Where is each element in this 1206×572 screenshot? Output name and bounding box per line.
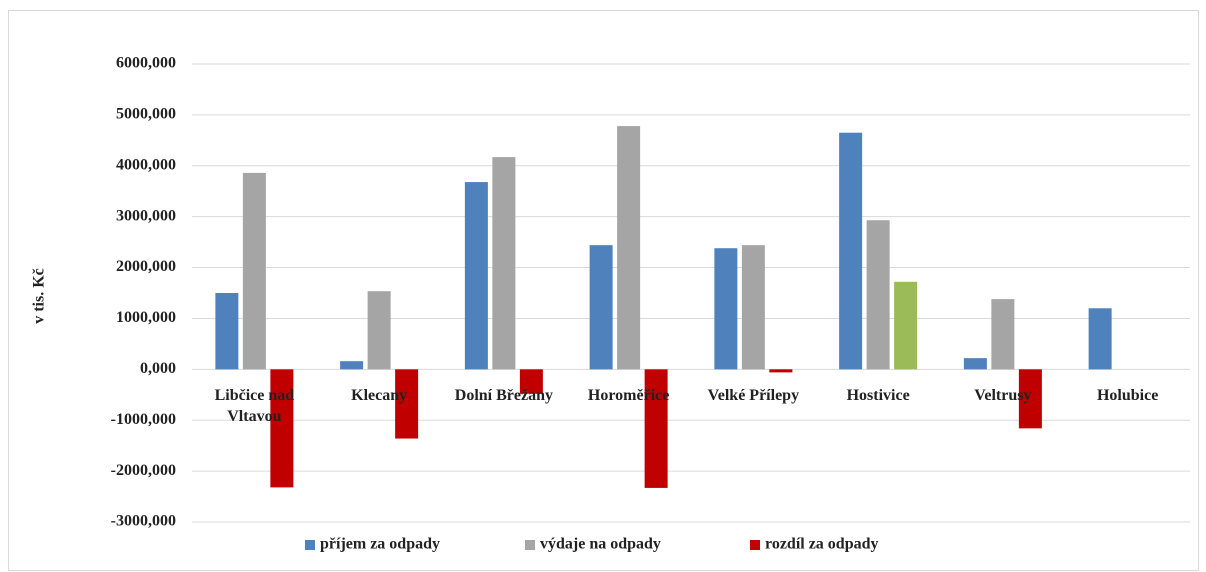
y-tick-label: -1000,000 [111,411,176,428]
legend-label: rozdíl za odpady [765,536,879,553]
bar [991,299,1015,370]
x-tick-label: Libčice nad Vltavou [214,387,295,426]
x-tick-label: Horoměřice [587,387,670,405]
bar [894,281,918,370]
x-tick-label: Klecany [351,387,408,405]
y-tick-label: 1000,000 [116,309,176,326]
bar [1018,369,1042,429]
y-tick-label: 0,000 [140,360,176,377]
bar [519,369,543,394]
bar [215,293,239,370]
frame [8,10,1199,571]
bar [340,361,364,370]
y-tick-label: 3000,000 [116,207,176,224]
x-tick-label: Hostivice [846,387,910,405]
y-tick-label: 6000,000 [116,55,176,72]
bar [839,132,863,370]
x-tick-label: Velké Přílepy [707,387,800,405]
bar [367,291,391,370]
legend-swatch [525,540,535,550]
legend-label: příjem za odpady [320,536,440,553]
legend-swatch [750,540,760,550]
bar [1088,308,1112,370]
bar [492,157,516,370]
bar [617,126,641,370]
bar [242,172,266,370]
bar [741,245,765,370]
bar [963,358,987,370]
bar [714,248,738,370]
x-tick-label: Dolní Břežany [454,387,553,405]
y-tick-label: 5000,000 [116,106,176,123]
legend-swatch [305,540,315,550]
bar [270,369,294,488]
bar [866,220,890,370]
bar [589,245,613,370]
y-axis-label: v tis. Kč [31,268,48,324]
bar [395,369,419,439]
bar [464,182,488,370]
bar [644,369,668,488]
legend-label: výdaje na odpady [540,536,661,553]
x-tick-label: Veltrusy [974,387,1032,405]
y-tick-label: -2000,000 [111,462,176,479]
y-tick-label: 2000,000 [116,258,176,275]
y-tick-label: -3000,000 [111,513,176,530]
y-tick-label: 4000,000 [116,156,176,173]
bar [769,369,793,373]
x-tick-label: Holubice [1096,387,1159,405]
